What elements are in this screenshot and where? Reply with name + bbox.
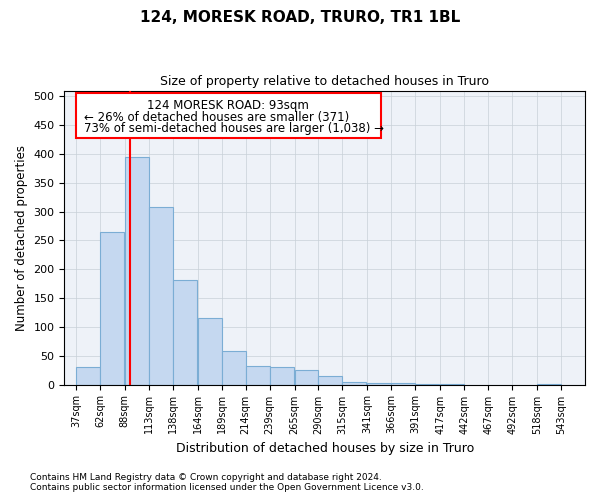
Bar [269, 368, 293, 384]
Text: 124 MORESK ROAD: 93sqm: 124 MORESK ROAD: 93sqm [148, 99, 309, 112]
Text: ← 26% of detached houses are smaller (371): ← 26% of detached houses are smaller (37… [83, 110, 349, 124]
Title: Size of property relative to detached houses in Truro: Size of property relative to detached ho… [160, 75, 489, 88]
Bar [197, 318, 221, 384]
Bar [100, 232, 124, 384]
Bar [319, 376, 343, 384]
Bar [149, 207, 173, 384]
Bar [173, 280, 197, 384]
Bar [343, 382, 367, 384]
Text: 124, MORESK ROAD, TRURO, TR1 1BL: 124, MORESK ROAD, TRURO, TR1 1BL [140, 10, 460, 25]
FancyBboxPatch shape [76, 94, 381, 138]
Y-axis label: Number of detached properties: Number of detached properties [15, 144, 28, 330]
Text: Contains HM Land Registry data © Crown copyright and database right 2024.
Contai: Contains HM Land Registry data © Crown c… [30, 473, 424, 492]
Bar [76, 368, 100, 384]
X-axis label: Distribution of detached houses by size in Truro: Distribution of detached houses by size … [176, 442, 474, 455]
Text: 73% of semi-detached houses are larger (1,038) →: 73% of semi-detached houses are larger (… [83, 122, 383, 136]
Bar [221, 350, 245, 384]
Bar [245, 366, 269, 384]
Bar [125, 157, 149, 384]
Bar [295, 370, 319, 384]
